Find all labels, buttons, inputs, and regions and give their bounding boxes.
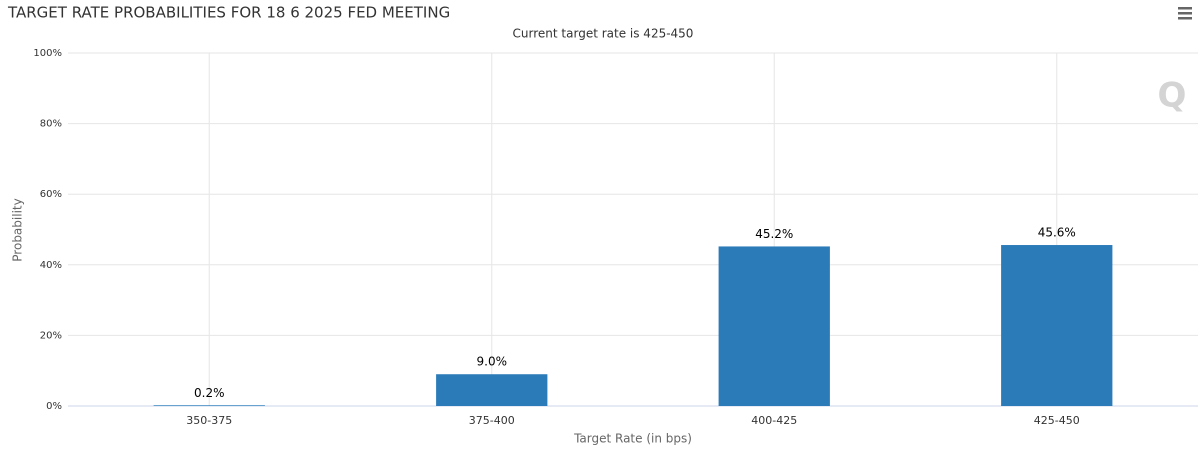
chart-subtitle: Current target rate is 425-450 — [513, 27, 694, 41]
watermark: Q — [1158, 76, 1187, 116]
data-label: 9.0% — [477, 355, 508, 369]
data-label: 45.2% — [755, 227, 793, 241]
y-tick-label: 60% — [40, 189, 62, 200]
menu-bar[interactable] — [1178, 12, 1192, 15]
bar — [718, 246, 830, 406]
bar — [153, 405, 265, 406]
y-tick-label: 100% — [33, 48, 62, 59]
x-tick-label: 425-450 — [1034, 414, 1080, 427]
y-axis-label: Probability — [11, 198, 25, 261]
bar — [436, 374, 548, 406]
x-tick-label: 400-425 — [751, 414, 797, 427]
data-label: 0.2% — [194, 386, 225, 400]
menu-bar[interactable] — [1178, 7, 1192, 10]
x-tick-label: 350-375 — [186, 414, 232, 427]
x-tick-label: 375-400 — [469, 414, 515, 427]
y-tick-label: 20% — [40, 330, 62, 341]
bar — [1001, 245, 1113, 406]
chart-title: TARGET RATE PROBABILITIES FOR 18 6 2025 … — [7, 4, 450, 22]
menu-button[interactable] — [1178, 7, 1192, 20]
y-tick-label: 0% — [46, 401, 62, 412]
y-tick-label: 80% — [40, 119, 62, 130]
menu-bar[interactable] — [1178, 17, 1192, 20]
data-label: 45.6% — [1038, 226, 1076, 240]
x-axis-label: Target Rate (in bps) — [573, 432, 692, 446]
y-tick-label: 40% — [40, 260, 62, 271]
